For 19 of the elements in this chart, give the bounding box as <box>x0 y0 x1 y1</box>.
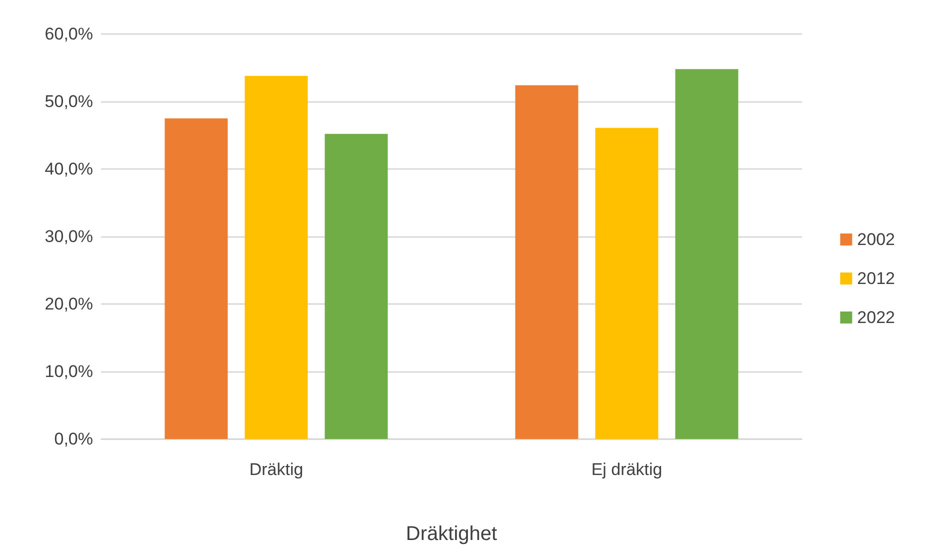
x-tick-label: Ej dräktig <box>591 460 662 479</box>
legend-label: 2012 <box>857 269 896 288</box>
bar <box>244 76 308 439</box>
x-axis-title: Dräktighet <box>406 523 498 545</box>
bar <box>595 128 658 439</box>
x-tick-label: Dräktig <box>249 460 304 479</box>
y-tick-label: 10,0% <box>44 362 93 381</box>
bar <box>324 134 388 439</box>
legend-label: 2022 <box>857 308 896 327</box>
y-tick-label: 0,0% <box>54 430 93 448</box>
y-tick-label: 30,0% <box>44 227 93 246</box>
y-tick-label: 60,0% <box>44 24 93 44</box>
y-tick-label: 50,0% <box>44 92 93 111</box>
bar <box>164 118 228 439</box>
y-tick-label: 20,0% <box>44 294 93 314</box>
legend-label: 2002 <box>857 230 896 249</box>
y-tick-label: 40,0% <box>44 160 93 178</box>
bar <box>675 69 738 439</box>
bar <box>515 85 578 439</box>
